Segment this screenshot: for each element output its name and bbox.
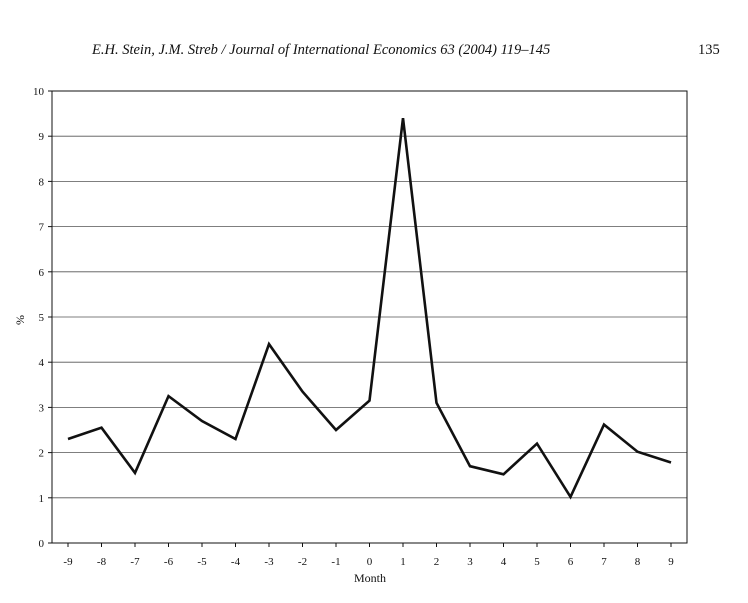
x-tick-label: 1 <box>400 556 406 568</box>
x-tick-label: 3 <box>467 556 473 568</box>
y-tick-label: 5 <box>39 312 45 324</box>
y-tick-label: 3 <box>39 402 45 414</box>
x-tick-label: -7 <box>130 556 140 568</box>
x-tick-label: -8 <box>97 556 107 568</box>
y-tick-label: 9 <box>39 131 45 143</box>
y-tick-label: 8 <box>39 176 45 188</box>
x-tick-label: -2 <box>298 556 307 568</box>
running-head: E.H. Stein, J.M. Streb / Journal of Inte… <box>92 42 551 58</box>
x-tick-label: 6 <box>568 556 574 568</box>
x-tick-label: -9 <box>63 556 73 568</box>
y-tick-label: 4 <box>39 357 45 369</box>
x-tick-label: 2 <box>434 556 440 568</box>
gridlines <box>52 135 687 499</box>
y-tick-label: 10 <box>33 86 45 98</box>
x-tick-label: -3 <box>264 556 274 568</box>
y-axis-label: % <box>13 315 27 325</box>
x-tick-label: 0 <box>367 556 373 568</box>
y-tick-label: 6 <box>39 267 45 279</box>
x-tick-label: 5 <box>534 556 540 568</box>
x-tick-label: -6 <box>164 556 174 568</box>
x-axis-ticks: -9 -8 -7 -6 -5 -4 -3 -2 -1 0 1 2 3 4 5 6 7 8 9 <box>63 543 674 568</box>
x-axis-label: Month <box>354 571 386 585</box>
y-tick-label: 7 <box>39 222 45 234</box>
y-axis-ticks: 0 1 2 3 4 5 6 7 8 9 10 <box>33 86 52 550</box>
page-header: E.H. Stein, J.M. Streb / Journal of Inte… <box>0 42 748 62</box>
y-tick-label: 0 <box>39 538 45 550</box>
page-number: 135 <box>698 42 720 58</box>
x-tick-label: -4 <box>231 556 241 568</box>
series-line <box>67 117 672 500</box>
x-tick-label: 4 <box>501 556 507 568</box>
x-tick-label: 8 <box>635 556 641 568</box>
y-tick-label: 2 <box>39 448 45 460</box>
y-tick-label: 1 <box>39 493 45 505</box>
x-tick-label: 7 <box>601 556 607 568</box>
x-tick-label: -1 <box>331 556 340 568</box>
x-tick-label: 9 <box>668 556 674 568</box>
x-tick-label: -5 <box>197 556 207 568</box>
